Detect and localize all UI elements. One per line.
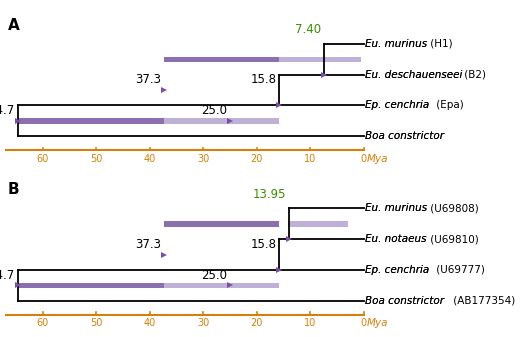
Text: Boa constrictor: Boa constrictor xyxy=(366,296,444,306)
Text: 20: 20 xyxy=(251,154,263,164)
Text: 10: 10 xyxy=(304,154,316,164)
Text: Eu. murinus: Eu. murinus xyxy=(366,39,427,49)
Text: Eu. deschauenseei: Eu. deschauenseei xyxy=(366,70,463,80)
Text: 10: 10 xyxy=(304,318,316,328)
Text: 7.40: 7.40 xyxy=(295,23,321,36)
Text: 25.0: 25.0 xyxy=(201,269,227,282)
Text: 15.8: 15.8 xyxy=(251,238,277,251)
Text: 30: 30 xyxy=(197,154,210,164)
Text: (AB177354): (AB177354) xyxy=(450,296,515,306)
Text: Ep. cenchria (U69777): Ep. cenchria (U69777) xyxy=(366,265,482,275)
Text: Eu. notaeus (U69810): Eu. notaeus (U69810) xyxy=(366,234,479,244)
Bar xyxy=(279,57,361,62)
Text: Ep. cenchria: Ep. cenchria xyxy=(366,100,430,111)
Text: Eu. murinus: Eu. murinus xyxy=(366,39,427,49)
Text: (U69808): (U69808) xyxy=(427,204,479,213)
Text: Mya: Mya xyxy=(367,318,388,328)
Text: Boa constrictor: Boa constrictor xyxy=(366,131,445,141)
Text: Ep. cenchria: Ep. cenchria xyxy=(366,100,430,111)
Text: 60: 60 xyxy=(36,318,49,328)
Text: A: A xyxy=(8,18,20,33)
Text: Eu. notaeus: Eu. notaeus xyxy=(366,234,427,244)
Text: 60: 60 xyxy=(36,154,49,164)
Bar xyxy=(18,283,230,288)
Text: 30: 30 xyxy=(197,318,210,328)
Text: Eu. notaeus: Eu. notaeus xyxy=(366,234,427,244)
Text: Boa constrictor: Boa constrictor xyxy=(366,131,444,141)
Text: Boa constrictor: Boa constrictor xyxy=(366,296,444,306)
Text: Ep. cenchria: Ep. cenchria xyxy=(366,265,430,275)
Text: Ep. cenchria (Epa): Ep. cenchria (Epa) xyxy=(366,100,461,111)
Text: Eu. murinus: Eu. murinus xyxy=(366,204,427,213)
Bar xyxy=(164,118,279,124)
Bar xyxy=(164,221,279,226)
Text: 64.7: 64.7 xyxy=(0,269,15,282)
Text: 25.0: 25.0 xyxy=(201,104,227,117)
Text: 20: 20 xyxy=(251,318,263,328)
Text: Boa constrictor: Boa constrictor xyxy=(366,131,444,141)
Text: 37.3: 37.3 xyxy=(135,73,161,86)
Text: 37.3: 37.3 xyxy=(135,238,161,251)
Text: 50: 50 xyxy=(90,154,102,164)
Text: (U69777): (U69777) xyxy=(433,265,485,275)
Text: 50: 50 xyxy=(90,318,102,328)
Text: Eu. murinus (U69808): Eu. murinus (U69808) xyxy=(366,204,479,213)
Text: (B2): (B2) xyxy=(461,70,486,80)
Text: 0: 0 xyxy=(361,318,367,328)
Text: 15.8: 15.8 xyxy=(251,73,277,86)
Text: Mya: Mya xyxy=(367,154,388,164)
Bar xyxy=(164,57,279,62)
Text: B: B xyxy=(8,182,20,197)
Text: (U69810): (U69810) xyxy=(427,234,479,244)
Text: 0: 0 xyxy=(361,154,367,164)
Text: Boa constrictor (AB177354): Boa constrictor (AB177354) xyxy=(366,296,510,306)
Bar xyxy=(289,221,348,226)
Text: 40: 40 xyxy=(144,318,156,328)
Text: 13.95: 13.95 xyxy=(253,188,287,201)
Text: 40: 40 xyxy=(144,154,156,164)
Bar xyxy=(164,283,279,288)
Text: 64.7: 64.7 xyxy=(0,104,15,117)
Text: Ep. cenchria: Ep. cenchria xyxy=(366,265,430,275)
Text: (Epa): (Epa) xyxy=(433,100,463,111)
Text: Eu. murinus (H1): Eu. murinus (H1) xyxy=(366,39,453,49)
Text: (H1): (H1) xyxy=(427,39,453,49)
Text: Eu. deschauenseei: Eu. deschauenseei xyxy=(366,70,463,80)
Text: Eu. deschauenseei (B2): Eu. deschauenseei (B2) xyxy=(366,70,488,80)
Text: Eu. murinus: Eu. murinus xyxy=(366,204,427,213)
Bar xyxy=(18,118,230,124)
